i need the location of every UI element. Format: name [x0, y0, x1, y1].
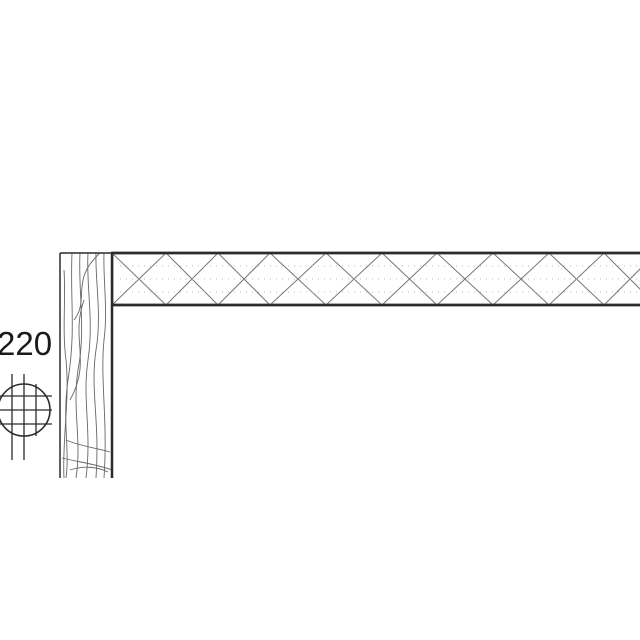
wood-grain-hatch — [61, 253, 112, 478]
post-fill — [60, 253, 112, 478]
insulated-panel-section — [110, 251, 640, 307]
dimension-label: 220 — [0, 325, 52, 362]
timber-post-section — [59, 252, 114, 478]
section-marker-icon — [0, 374, 52, 460]
panel-outline — [110, 251, 640, 307]
